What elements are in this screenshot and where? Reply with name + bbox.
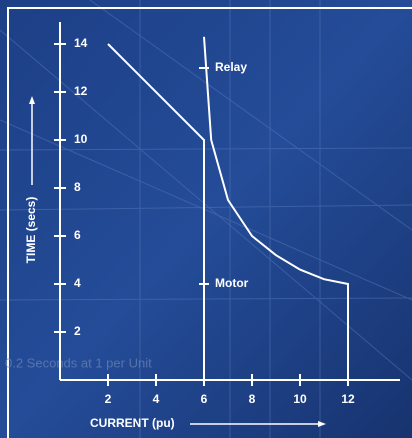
x-axis-arrowhead	[318, 421, 326, 427]
series-line	[107, 43, 205, 380]
background-text: 0.2 Seconds at 1 per Unit	[5, 355, 152, 370]
x-tick-label: 8	[249, 392, 256, 406]
x-tick-label: 6	[201, 392, 208, 406]
y-tick-label: 4	[74, 276, 81, 290]
frame	[7, 7, 412, 438]
y-tick-label: 10	[74, 132, 88, 146]
y-axis-arrowhead	[29, 96, 35, 104]
x-tick-label: 12	[341, 392, 355, 406]
x-tick-label: 2	[105, 392, 112, 406]
series-line	[203, 36, 349, 380]
y-axis-label: TIME (secs)	[24, 197, 38, 264]
y-tick-label: 12	[74, 84, 88, 98]
y-tick-label: 14	[74, 36, 88, 50]
x-tick-label: 10	[293, 392, 307, 406]
x-axis-label: CURRENT (pu)	[90, 416, 175, 430]
y-tick-label: 2	[74, 324, 81, 338]
annotation: Motor	[215, 276, 249, 290]
y-tick-label: 8	[74, 180, 81, 194]
x-tick-label: 4	[153, 392, 160, 406]
annotation: Relay	[215, 60, 247, 74]
y-tick-label: 6	[74, 228, 81, 242]
